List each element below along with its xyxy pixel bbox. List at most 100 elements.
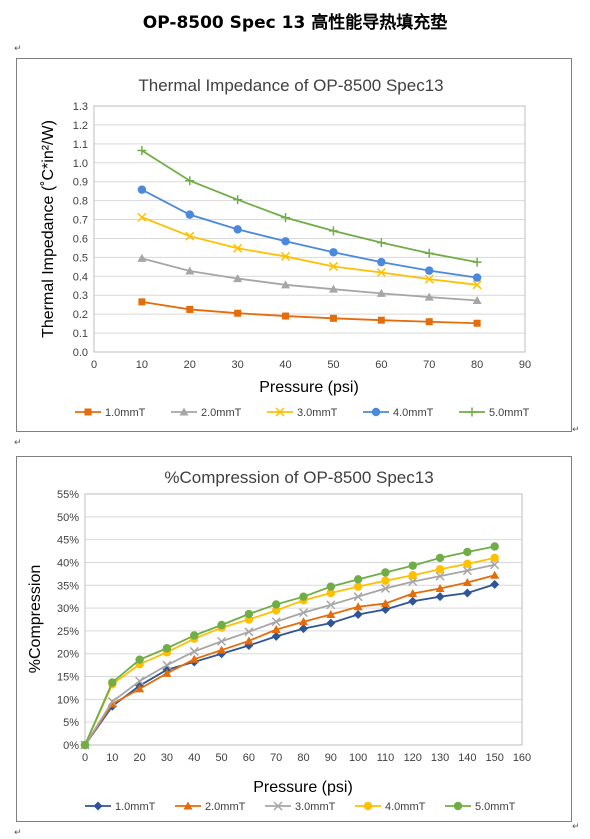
data-point <box>463 547 472 557</box>
series-5.0mmT <box>137 145 482 267</box>
data-point <box>244 627 254 637</box>
series-1.0mmT <box>138 298 481 327</box>
data-point <box>217 636 227 646</box>
data-point <box>490 570 500 579</box>
data-point <box>472 273 482 282</box>
data-point <box>380 604 390 614</box>
y-axis-label: %Compression <box>27 565 44 673</box>
data-point <box>108 678 117 687</box>
y-tick-label: 40% <box>57 557 79 569</box>
y-axis-label: Thermal Impedance (˚C*in²/W) <box>40 120 57 338</box>
y-tick-label: 0.2 <box>73 309 88 321</box>
legend-marker <box>93 801 103 811</box>
data-point <box>376 288 386 297</box>
data-point <box>244 641 254 651</box>
data-point <box>473 319 481 327</box>
paragraph-mark: ↵ <box>572 425 580 435</box>
data-point <box>408 561 417 570</box>
legend-entry: 5.0mmT <box>445 801 516 813</box>
series-3.0mmT <box>80 560 500 750</box>
data-point <box>425 318 433 326</box>
data-point <box>135 684 145 693</box>
data-point <box>137 253 147 262</box>
data-point <box>326 600 336 610</box>
plot-area <box>84 493 523 746</box>
data-point <box>185 266 195 275</box>
data-point <box>326 618 336 628</box>
y-tick-label: 15% <box>57 672 79 684</box>
data-point <box>185 210 194 219</box>
legend-entry: 5.0mmT <box>459 407 530 419</box>
data-point <box>408 571 417 580</box>
data-point <box>472 280 482 290</box>
data-point <box>380 599 390 608</box>
data-point <box>298 608 309 618</box>
series-2.0mmT <box>80 570 500 749</box>
series-4.0mmT <box>137 185 482 282</box>
legend-entry: 3.0mmT <box>267 407 338 419</box>
data-point <box>472 296 482 305</box>
series-5.0mmT <box>80 542 499 750</box>
y-tick-label: 1.2 <box>73 120 88 132</box>
paragraph-mark: ↵ <box>572 822 580 832</box>
legend-entry: 3.0mmT <box>265 801 336 813</box>
data-point <box>462 588 472 598</box>
series-3.0mmT <box>137 212 482 290</box>
chart-title: %Compression of OP-8500 Spec13 <box>164 468 433 487</box>
y-tick-label: 0.7 <box>73 215 88 227</box>
legend-label: 2.0mmT <box>201 407 242 419</box>
data-point <box>472 257 482 267</box>
y-tick-label: 0.6 <box>73 233 88 245</box>
data-point <box>462 578 472 587</box>
data-point <box>326 609 336 618</box>
chart-title: Thermal Impedance of OP-8500 Spec13 <box>138 76 443 95</box>
data-point <box>435 565 445 574</box>
x-axis-label: Pressure (psi) <box>253 779 353 796</box>
x-tick-label: 20 <box>184 359 196 371</box>
y-tick-label: 25% <box>57 626 79 638</box>
data-point <box>490 553 499 563</box>
legend-entry: 1.0mmT <box>75 407 146 419</box>
data-point <box>271 606 281 615</box>
series-line <box>84 545 495 746</box>
data-point <box>380 583 390 593</box>
data-point <box>353 602 363 611</box>
series-line <box>84 574 495 746</box>
data-point <box>233 243 243 253</box>
x-tick-label: 60 <box>375 359 387 371</box>
data-point <box>190 631 199 640</box>
legend-label: 4.0mmT <box>385 801 426 813</box>
series-line <box>141 216 478 286</box>
data-point <box>353 575 363 584</box>
y-tick-label: 0.3 <box>73 290 88 302</box>
x-tick-label: 80 <box>297 752 309 764</box>
data-point <box>233 274 243 283</box>
data-point <box>424 292 434 301</box>
series-line <box>141 300 478 325</box>
legend-marker <box>273 801 283 811</box>
data-point <box>244 609 254 619</box>
data-point <box>381 568 390 577</box>
data-point <box>328 261 338 271</box>
y-tick-label: 1.3 <box>73 101 88 113</box>
data-point <box>281 213 291 223</box>
data-point <box>408 577 418 587</box>
y-tick-label: 0.5 <box>73 252 88 264</box>
compression-chart: %Compression of OP-8500 Spec13 0% 5% 10% 15%… <box>16 456 572 822</box>
data-point <box>353 609 363 619</box>
data-point <box>424 248 434 258</box>
data-point <box>138 298 146 306</box>
data-point <box>435 592 445 602</box>
paragraph-mark: ↵ <box>14 44 22 54</box>
data-point <box>329 314 337 322</box>
data-point <box>162 660 172 670</box>
y-tick-label: 1.0 <box>73 158 88 170</box>
thermal-impedance-plot: Thermal Impedance of OP-8500 Spec13 0.0 0.… <box>40 76 531 419</box>
x-tick-label: 90 <box>519 359 531 371</box>
data-point <box>435 583 445 592</box>
data-point <box>425 266 434 275</box>
data-point <box>281 237 290 246</box>
legend-label: 1.0mmT <box>105 407 146 419</box>
data-point <box>435 571 445 581</box>
data-point <box>217 620 226 630</box>
